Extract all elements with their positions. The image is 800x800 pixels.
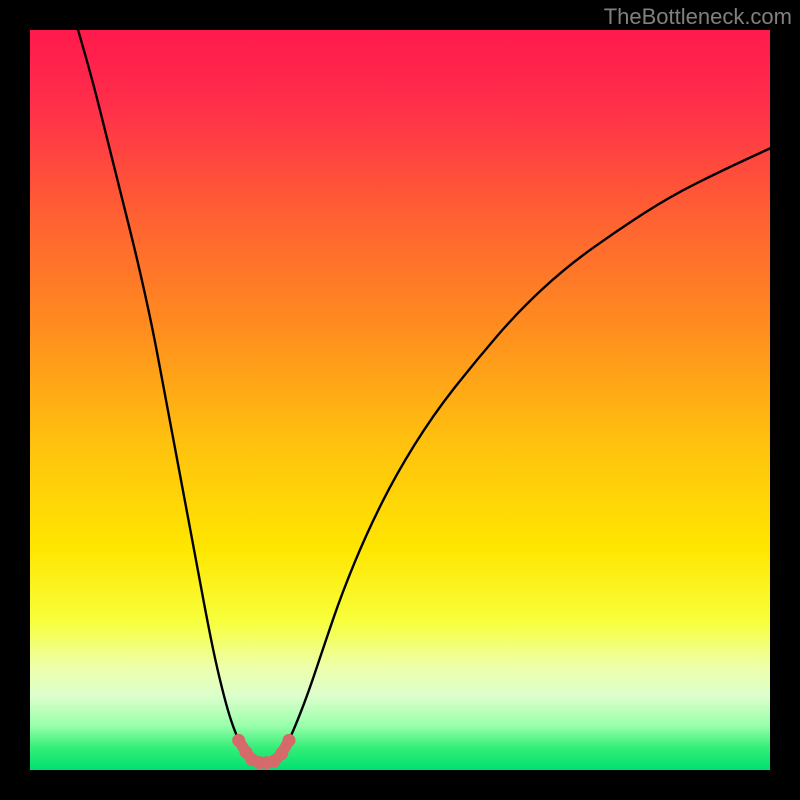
gradient-plot-area xyxy=(30,30,770,770)
bottleneck-chart xyxy=(0,0,800,800)
watermark-text: TheBottleneck.com xyxy=(604,4,792,30)
overlay-point xyxy=(283,734,296,747)
overlay-point xyxy=(275,747,288,760)
overlay-point xyxy=(232,734,245,747)
